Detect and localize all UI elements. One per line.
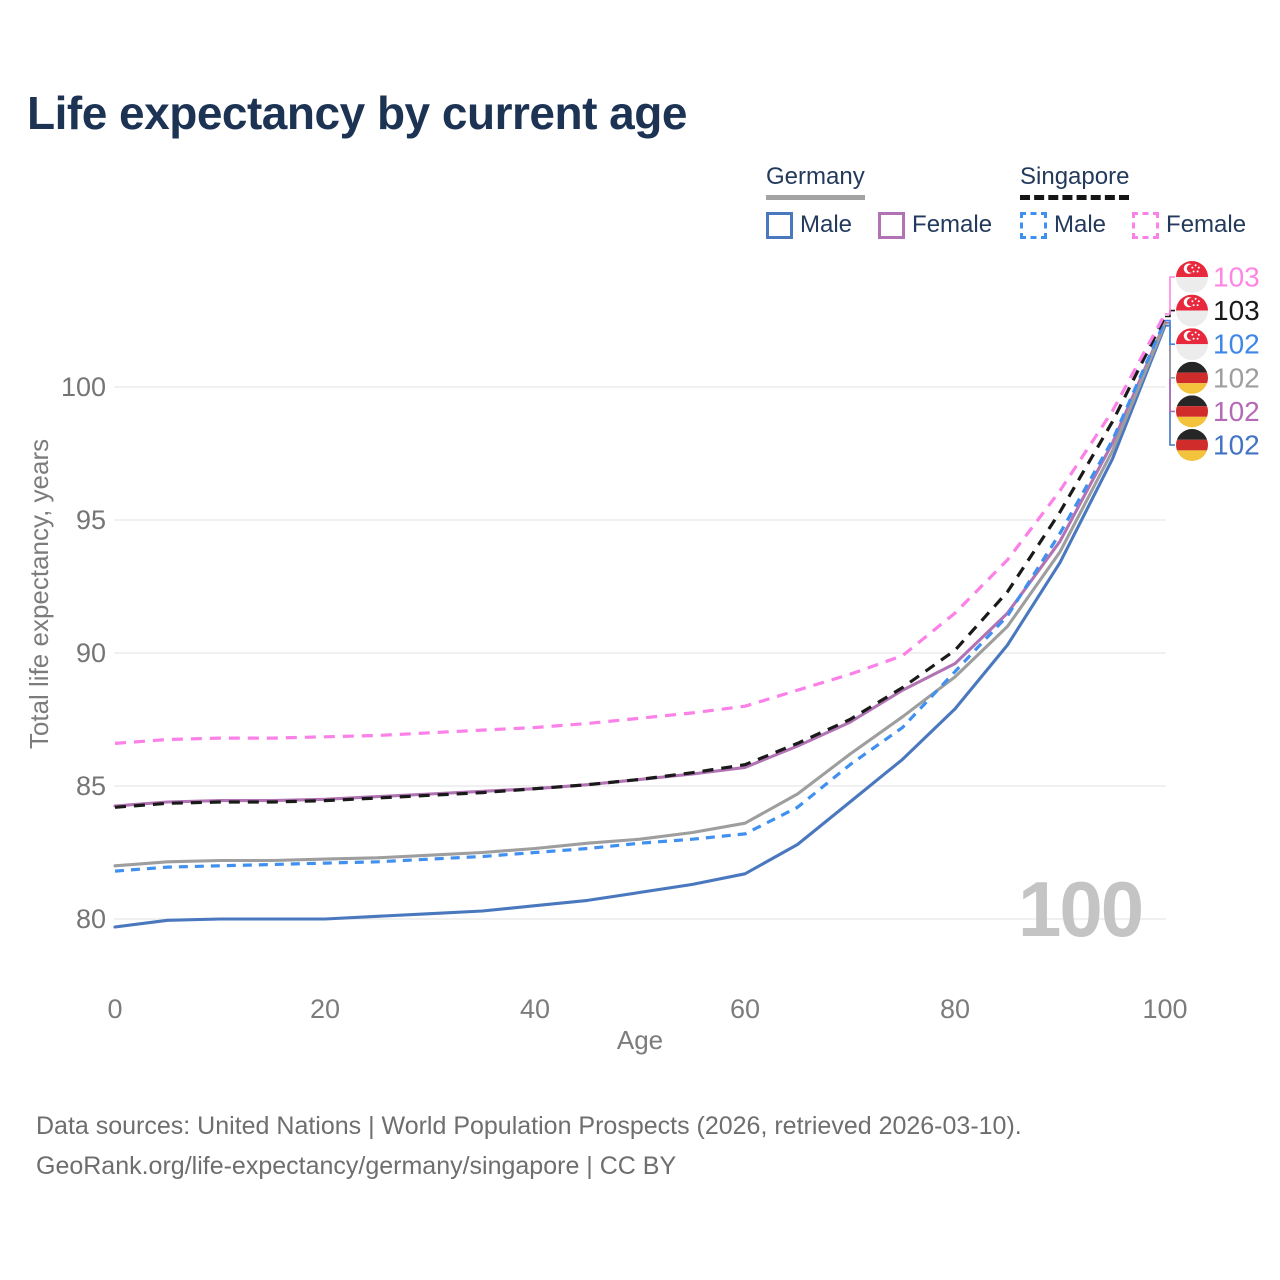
end-label-value: 102 — [1213, 396, 1260, 427]
germany-male-swatch-icon — [766, 211, 793, 239]
page-title: Life expectancy by current age — [27, 87, 687, 139]
end-label-germany-female[interactable]: 102 — [1165, 321, 1260, 428]
series-line-germany-female[interactable] — [113, 321, 1167, 808]
end-label-value: 102 — [1213, 329, 1260, 360]
leader-line — [1165, 319, 1175, 345]
legend-group-title-germany: Germany — [766, 163, 865, 200]
singapore-male-swatch-icon — [1020, 211, 1047, 239]
legend-item-germany-male[interactable]: Male — [766, 211, 852, 239]
end-label-germany-total[interactable]: 102 — [1165, 322, 1260, 394]
footer-sources-line: Data sources: United Nations | World Pop… — [36, 1112, 1022, 1140]
legend-item-label: Female — [912, 211, 993, 238]
y-tick-80: 80 — [76, 904, 106, 934]
legend-group-germany: Germany Male Female — [766, 163, 992, 239]
legend-item-label: Male — [1054, 211, 1107, 238]
end-label-singapore-female[interactable]: 103 — [1165, 261, 1260, 315]
x-axis-label: Age — [617, 1025, 663, 1055]
flag-de-icon — [1176, 361, 1208, 394]
end-label-singapore-total[interactable]: 103 — [1165, 294, 1260, 327]
legend-item-label: Male — [800, 211, 853, 238]
flag-sg-icon — [1176, 261, 1208, 293]
x-tick-0: 0 — [107, 994, 122, 1024]
series-line-germany-male[interactable] — [113, 324, 1167, 929]
x-tick-60: 60 — [730, 994, 760, 1024]
end-label-value: 102 — [1213, 362, 1260, 393]
legend-item-singapore-male[interactable]: Male — [1020, 211, 1106, 239]
legend-item-label: Female — [1166, 211, 1247, 238]
footer: Data sources: United Nations | World Pop… — [36, 1106, 1022, 1186]
end-label-value: 102 — [1213, 430, 1260, 461]
x-tick-100: 100 — [1142, 994, 1187, 1024]
x-tick-40: 40 — [520, 994, 550, 1024]
y-tick-95: 95 — [76, 505, 106, 535]
end-label-singapore-male[interactable]: 102 — [1165, 319, 1260, 361]
age-watermark: 100 — [1018, 865, 1144, 953]
flag-de-icon — [1176, 429, 1208, 461]
legend-item-germany-female[interactable]: Female — [878, 211, 992, 239]
flag-sg-icon — [1176, 294, 1208, 327]
footer-attribution-line: GeoRank.org/life-expectancy/germany/sing… — [36, 1152, 677, 1180]
germany-female-swatch-icon — [878, 211, 906, 239]
y-tick-85: 85 — [76, 771, 106, 801]
series-line-germany-total[interactable] — [113, 322, 1167, 868]
y-tick-100: 100 — [61, 372, 106, 402]
end-label-value: 103 — [1213, 295, 1260, 326]
series-line-singapore-male[interactable] — [114, 319, 1167, 873]
leader-line — [1165, 276, 1175, 315]
x-tick-20: 20 — [310, 994, 340, 1024]
singapore-female-swatch-icon — [1132, 211, 1160, 239]
flag-de-icon — [1176, 395, 1208, 428]
x-tick-80: 80 — [940, 994, 970, 1024]
legend-item-singapore-female[interactable]: Female — [1132, 211, 1246, 239]
leader-line — [1165, 322, 1175, 379]
flag-sg-icon — [1176, 328, 1208, 361]
series-line-singapore-total[interactable] — [114, 315, 1167, 809]
y-tick-90: 90 — [76, 638, 106, 668]
legend-group-title-singapore: Singapore — [1020, 163, 1130, 200]
legend-group-singapore: Singapore Male Female — [1020, 163, 1246, 239]
y-axis-label: Total life expectancy, years — [24, 439, 54, 749]
end-label-value: 103 — [1213, 262, 1260, 293]
series-line-singapore-female[interactable] — [114, 313, 1167, 745]
